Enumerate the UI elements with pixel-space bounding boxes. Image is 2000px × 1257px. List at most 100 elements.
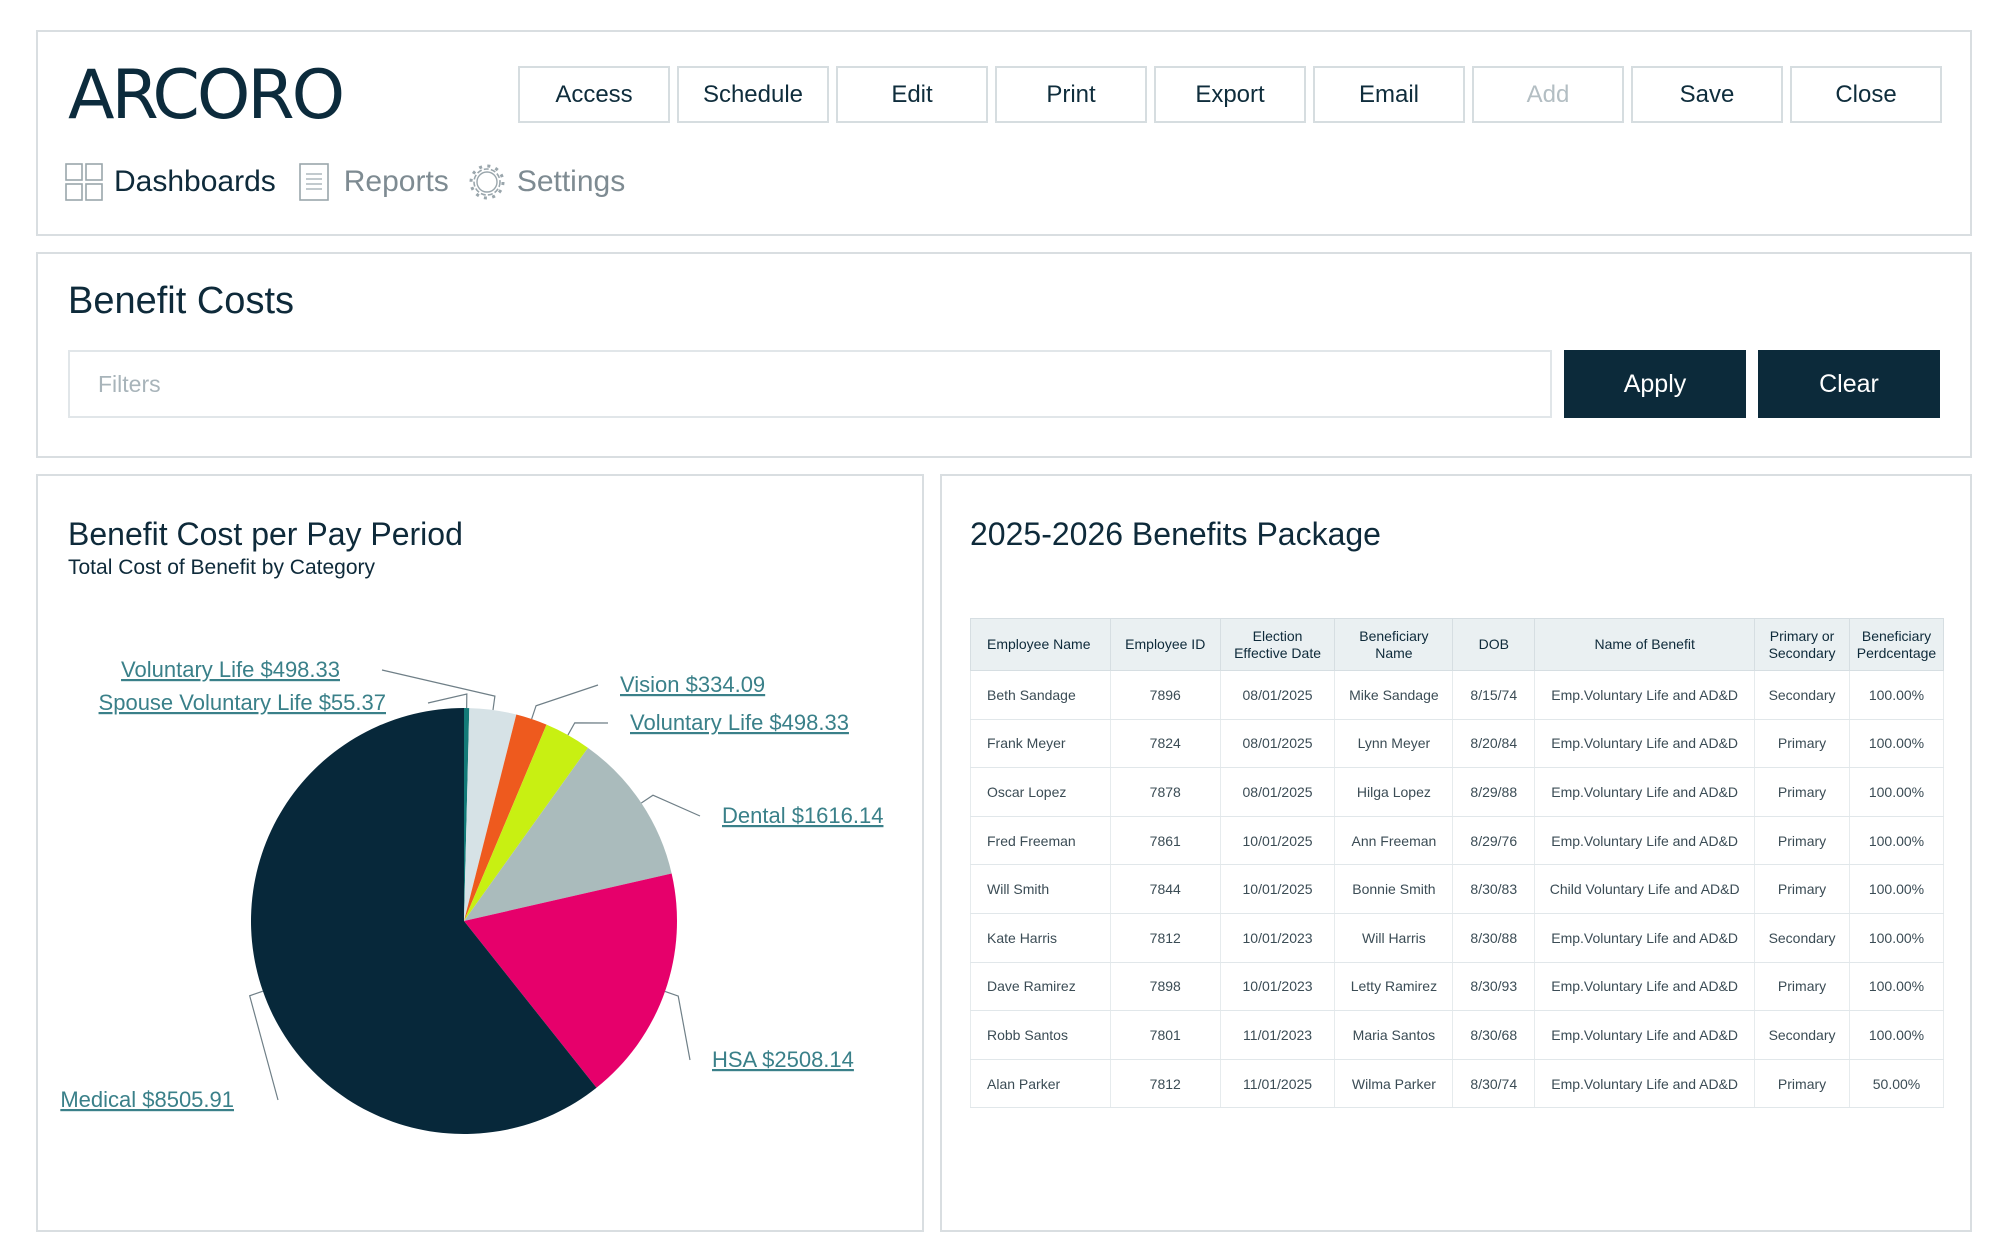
table-cell: Ann Freeman	[1334, 815, 1454, 866]
table-cell: 10/01/2025	[1219, 864, 1336, 914]
chart-title: Benefit Cost per Pay Period	[68, 516, 463, 552]
table-cell: Emp.Voluntary Life and AD&D	[1534, 1058, 1756, 1109]
column-header[interactable]: Name of Benefit	[1534, 618, 1756, 671]
table-cell: Emp.Voluntary Life and AD&D	[1534, 912, 1756, 963]
schedule-button[interactable]: Schedule	[677, 66, 829, 123]
table-cell: Primary	[1754, 1058, 1850, 1109]
nav-dashboards[interactable]: Dashboards	[64, 162, 276, 202]
table-cell: 8/29/88	[1452, 767, 1536, 817]
table-row[interactable]: Beth Sandage 7896 08/01/2025 Mike Sandage 8/…	[970, 670, 1945, 720]
header-panel: ARCORO Access Schedule Edit Print Export…	[36, 30, 1972, 236]
access-button[interactable]: Access	[518, 66, 670, 123]
table-cell: Fred Freeman	[970, 815, 1111, 866]
table-cell: Primary	[1754, 815, 1850, 866]
slice-label[interactable]: HSA $2508.14	[712, 1047, 854, 1072]
table-cell: Beth Sandage	[970, 670, 1111, 720]
pie-slice[interactable]	[464, 708, 517, 921]
table-row[interactable]: Kate Harris 7812 10/01/2023 Will Harris 8/30…	[970, 912, 1945, 963]
table-cell: Wilma Parker	[1334, 1058, 1454, 1109]
table-header-row: Employee Name Employee ID Election Effecti…	[970, 618, 1945, 671]
close-button[interactable]: Close	[1790, 66, 1942, 123]
add-button[interactable]: Add	[1472, 66, 1624, 123]
pie-slice[interactable]	[464, 873, 677, 1088]
table-row[interactable]: Robb Santos 7801 11/01/2023 Maria Santos 8/3…	[970, 1010, 1945, 1060]
slice-label[interactable]: Medical $8505.91	[60, 1087, 234, 1112]
table-cell: Child Voluntary Life and AD&D	[1534, 864, 1756, 914]
nav-label-settings: Settings	[516, 165, 626, 198]
filters-input[interactable]	[68, 350, 1552, 418]
table-cell: 8/30/88	[1452, 912, 1536, 963]
slice-label[interactable]: Dental $1616.14	[722, 803, 883, 828]
table-row[interactable]: Frank Meyer 7824 08/01/2025 Lynn Meyer 8/20/…	[970, 718, 1945, 769]
table-cell: 10/01/2023	[1219, 912, 1336, 963]
export-button[interactable]: Export	[1154, 66, 1306, 123]
table-cell: Emp.Voluntary Life and AD&D	[1534, 815, 1756, 866]
grid-icon	[65, 163, 103, 201]
table-cell: Will Harris	[1334, 912, 1454, 963]
table-cell: Primary	[1754, 767, 1850, 817]
table-cell: Secondary	[1754, 1010, 1850, 1060]
table-cell: 11/01/2023	[1219, 1010, 1336, 1060]
column-header[interactable]: Primary or Secondary	[1754, 618, 1850, 671]
nav-reports[interactable]: Reports	[294, 162, 449, 202]
column-header[interactable]: Employee Name	[970, 618, 1111, 671]
slice-label[interactable]: Voluntary Life $498.33	[121, 657, 340, 682]
nav-settings[interactable]: Settings	[467, 162, 625, 202]
leader-line	[531, 684, 599, 720]
column-header[interactable]: Employee ID	[1109, 618, 1221, 671]
table-row[interactable]: Alan Parker 7812 11/01/2025 Wilma Parker 8/3…	[970, 1058, 1945, 1109]
print-button[interactable]: Print	[995, 66, 1147, 123]
table-cell: Emp.Voluntary Life and AD&D	[1534, 670, 1756, 720]
table-row[interactable]: Will Smith 7844 10/01/2025 Bonnie Smith 8/30…	[970, 864, 1945, 914]
table-cell: Hilga Lopez	[1334, 767, 1454, 817]
table-row[interactable]: Oscar Lopez 7878 08/01/2025 Hilga Lopez 8/29…	[970, 767, 1945, 817]
email-button[interactable]: Email	[1313, 66, 1465, 123]
table-row[interactable]: Fred Freeman 7861 10/01/2025 Ann Freeman 8/2…	[970, 815, 1945, 866]
leader-line	[640, 794, 701, 817]
table-cell: 8/30/93	[1452, 961, 1536, 1012]
table-cell: 10/01/2023	[1219, 961, 1336, 1012]
table-cell: 8/30/68	[1452, 1010, 1536, 1060]
table-cell: 8/20/84	[1452, 718, 1536, 769]
slice-label[interactable]: Vision $334.09	[620, 672, 765, 697]
chart-subtitle: Total Cost of Benefit by Category	[68, 556, 375, 579]
edit-button[interactable]: Edit	[836, 66, 988, 123]
column-header[interactable]: Beneficiary Name	[1334, 618, 1454, 671]
pie-slice[interactable]	[250, 708, 597, 1134]
table-cell: Lynn Meyer	[1334, 718, 1454, 769]
table-cell: 10/01/2025	[1219, 815, 1336, 866]
pie-slice[interactable]	[464, 724, 588, 921]
table-cell: Will Smith	[970, 864, 1111, 914]
table-cell: 100.00%	[1848, 718, 1945, 769]
table-cell: 11/01/2025	[1219, 1058, 1336, 1109]
apply-button[interactable]: Apply	[1564, 350, 1746, 418]
table-cell: 7896	[1109, 670, 1221, 720]
column-header[interactable]: Election Effective Date	[1219, 618, 1336, 671]
table-cell: Bonnie Smith	[1334, 864, 1454, 914]
table-cell: 8/30/74	[1452, 1058, 1536, 1109]
table-row[interactable]: Dave Ramirez 7898 10/01/2023 Letty Ramirez 8…	[970, 961, 1945, 1012]
column-header[interactable]: Beneficiary Perdcentage	[1848, 618, 1945, 671]
table-cell: 100.00%	[1848, 1010, 1945, 1060]
save-button[interactable]: Save	[1631, 66, 1783, 123]
benefits-table: Employee Name Employee ID Election Effecti…	[970, 618, 1945, 1109]
table-body: Beth Sandage 7896 08/01/2025 Mike Sandage 8/…	[970, 670, 1945, 1109]
table-cell: Kate Harris	[970, 912, 1111, 963]
table-cell: 100.00%	[1848, 767, 1945, 817]
table-cell: 8/29/76	[1452, 815, 1536, 866]
table-cell: 08/01/2025	[1219, 767, 1336, 817]
slice-label[interactable]: Spouse Voluntary Life $55.37	[99, 690, 386, 715]
table-cell: 8/15/74	[1452, 670, 1536, 720]
pie-slice[interactable]	[464, 747, 672, 921]
table-cell: 7801	[1109, 1010, 1221, 1060]
pie-slice[interactable]	[464, 708, 470, 921]
table-cell: Emp.Voluntary Life and AD&D	[1534, 767, 1756, 817]
table-cell: Secondary	[1754, 670, 1850, 720]
clear-button[interactable]: Clear	[1758, 350, 1940, 418]
leader-line	[427, 693, 468, 709]
leader-line	[248, 990, 279, 1101]
pie-slice[interactable]	[464, 714, 547, 921]
table-cell: 100.00%	[1848, 670, 1945, 720]
slice-label[interactable]: Voluntary Life $498.33	[630, 710, 849, 735]
column-header[interactable]: DOB	[1452, 618, 1536, 671]
